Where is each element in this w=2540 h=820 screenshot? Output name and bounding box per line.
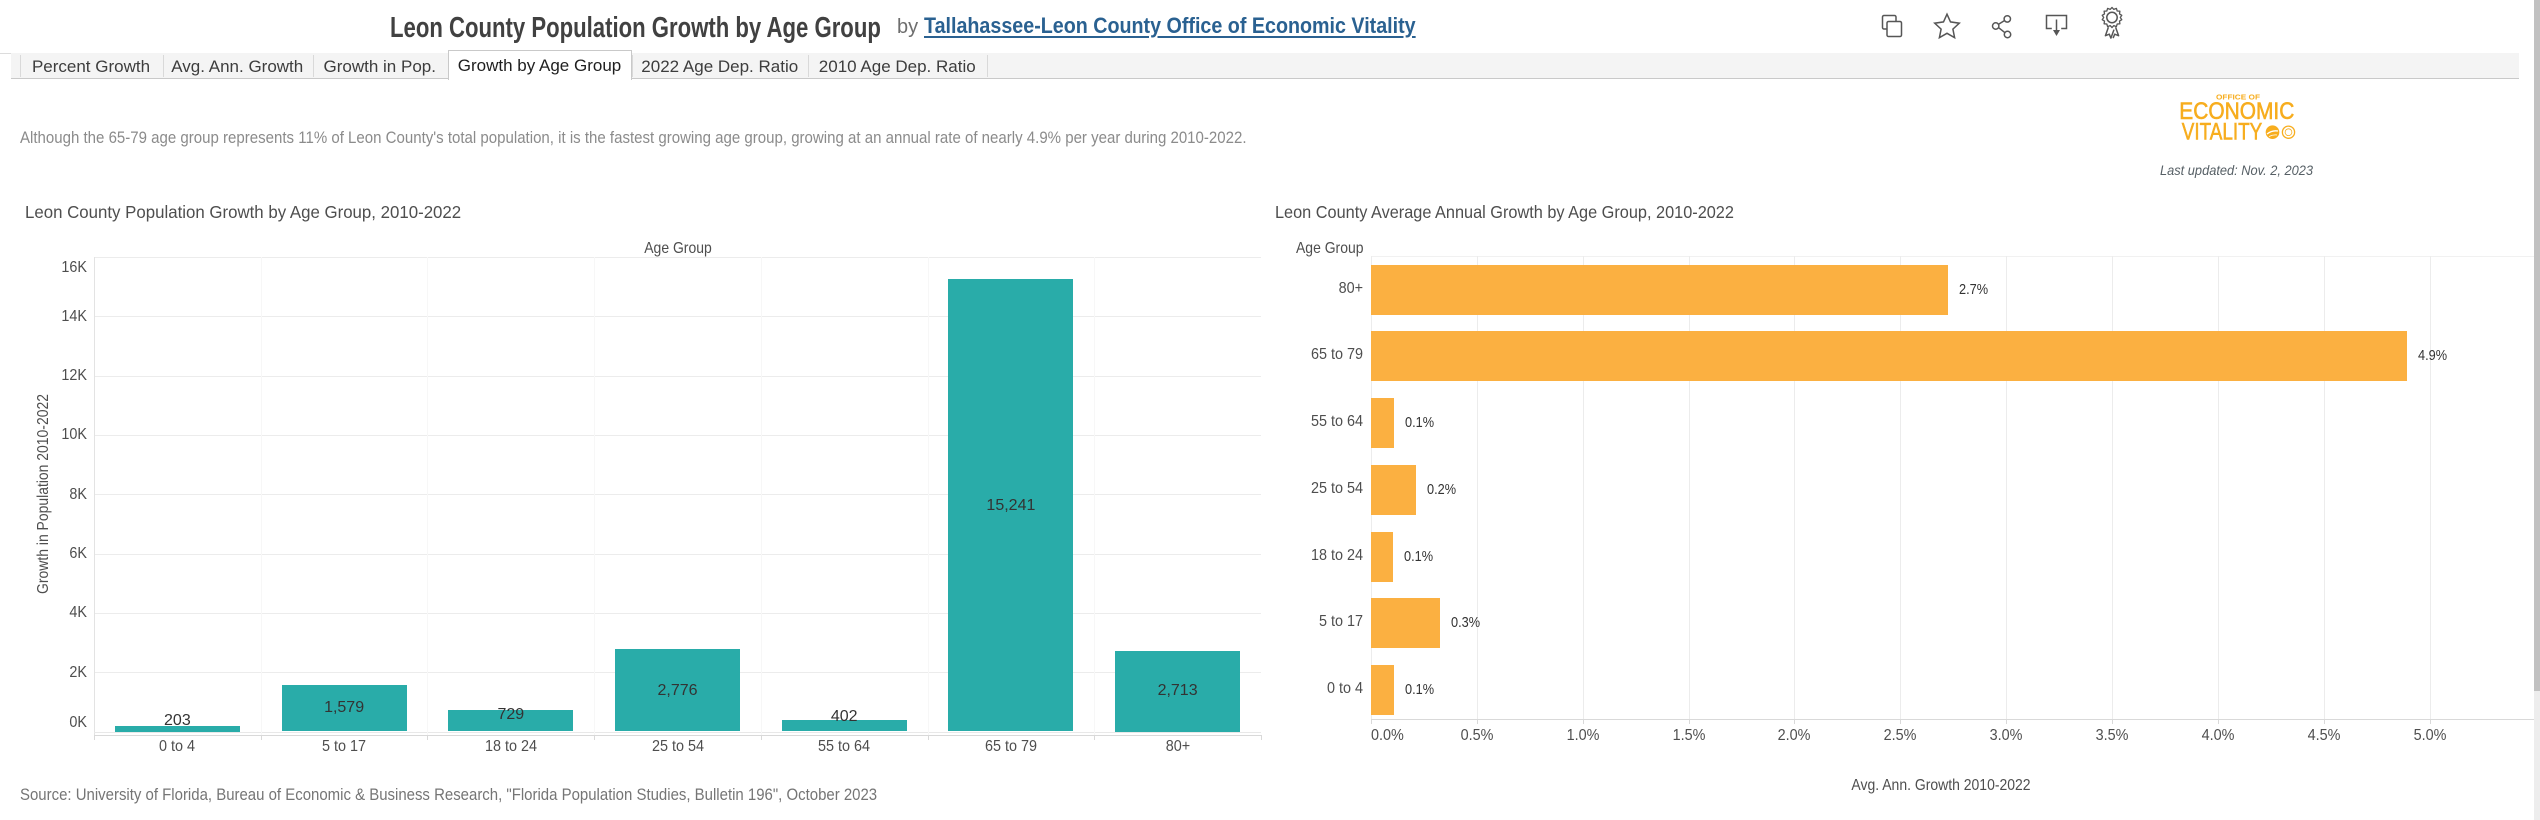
svg-text:VITALITY: VITALITY (2182, 119, 2263, 146)
svg-text:ECONOMIC: ECONOMIC (2179, 98, 2294, 125)
svg-text:OFFICE OF: OFFICE OF (2216, 95, 2261, 102)
